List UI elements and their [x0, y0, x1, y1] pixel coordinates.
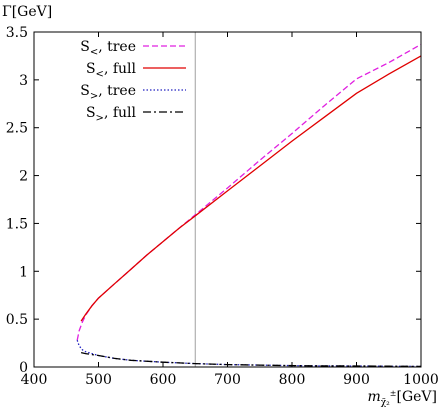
legend-label-4: S>, full: [86, 105, 137, 124]
x-tick-label: 700: [214, 372, 241, 388]
y-tick-label: 1: [19, 264, 28, 280]
legend-label-1: S<, tree: [80, 39, 136, 58]
series-line-4: [80, 351, 422, 368]
x-tick-label: 800: [279, 372, 306, 388]
y-tick-label: 3.5: [6, 25, 28, 41]
y-tick-label: 0: [19, 360, 28, 376]
x-tick-label: 1000: [403, 372, 439, 388]
y-tick-label: 3: [19, 73, 28, 89]
series-layer: [76, 43, 422, 368]
y-tick-label: 2: [19, 169, 28, 185]
x-tick-label: 600: [150, 372, 177, 388]
series-line-2: [80, 55, 422, 322]
x-axis-title: mχ̃₂±[GeV]: [367, 389, 437, 408]
legend: S<, tree S<, full S>, tree S>, full: [80, 39, 186, 124]
x-tick-label: 400: [21, 372, 48, 388]
y-tick-label: 0.5: [6, 312, 28, 328]
x-axis-title-var: m: [367, 389, 380, 405]
y-tick-label: 1.5: [6, 216, 28, 232]
x-axis-title-superscript: ±: [390, 389, 397, 398]
ticks: 400 500 600 700 800 900 1000 0 0.5 1 1.5 2 2.5 3 3.5: [6, 25, 439, 388]
x-axis-title-unit: [GeV]: [396, 389, 437, 405]
x-tick-label: 500: [85, 372, 112, 388]
x-axis-title-subscript: χ̃₂: [381, 397, 390, 408]
series-line-1: [76, 43, 422, 341]
y-axis-title: Γ[GeV]: [2, 4, 52, 20]
legend-label-2: S<, full: [86, 61, 137, 80]
legend-label-3: S>, tree: [80, 83, 136, 102]
y-tick-label: 2.5: [6, 121, 28, 137]
x-tick-label: 900: [343, 372, 370, 388]
